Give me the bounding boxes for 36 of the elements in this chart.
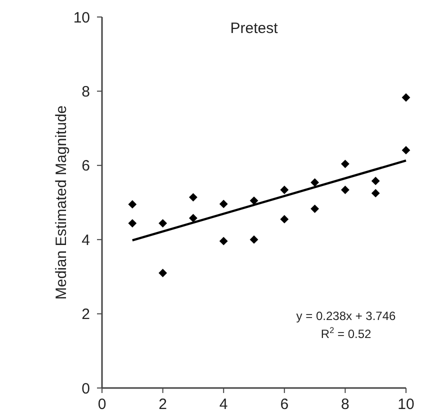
point	[158, 219, 167, 228]
x-tick-label: 4	[219, 396, 228, 413]
point	[219, 236, 228, 246]
point	[341, 160, 350, 168]
point	[250, 235, 258, 244]
x-tick-label: 10	[398, 396, 414, 413]
point	[402, 146, 410, 154]
point	[371, 176, 380, 186]
point	[219, 200, 228, 208]
y-tick-label: 4	[82, 232, 90, 249]
point	[280, 214, 289, 224]
y-tick-label: 6	[82, 158, 90, 175]
point	[341, 186, 350, 194]
y-tick-label: 0	[82, 380, 90, 398]
annotation: R$^{2}$ = 0.52	[320, 324, 372, 341]
point	[189, 214, 198, 222]
point	[189, 193, 198, 202]
point	[158, 268, 167, 278]
point	[280, 186, 289, 194]
y-tick-label: 8	[82, 83, 90, 100]
y-tick-label: 10	[73, 9, 90, 26]
chart-title: Pretest	[230, 20, 279, 37]
annotation: y = 0.238x + 3.746	[296, 308, 396, 323]
x-tick-label: 0	[98, 396, 106, 413]
x-tick-label: 2	[158, 396, 167, 413]
x-tick-label: 8	[341, 396, 350, 413]
point	[250, 196, 258, 205]
point	[128, 200, 137, 209]
point	[371, 189, 380, 198]
x-tick-label: 6	[280, 396, 289, 413]
y-axis-title: Median Estimated Magnitude	[53, 105, 70, 300]
point	[310, 204, 319, 214]
y-tick-label: 2	[82, 306, 90, 324]
point	[128, 219, 137, 228]
point	[310, 178, 319, 187]
point	[402, 93, 410, 102]
